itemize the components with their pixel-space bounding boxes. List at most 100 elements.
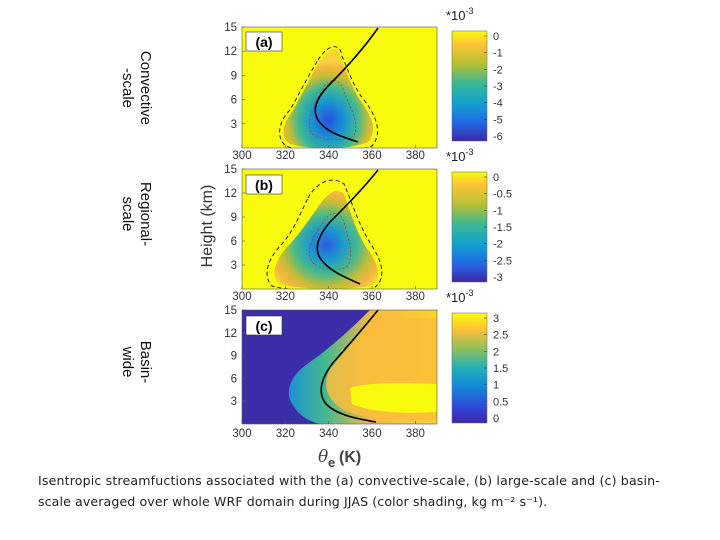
y-tick-label: 15	[224, 22, 237, 34]
y-tick-label: 6	[231, 95, 237, 107]
x-tick-label: 300	[232, 291, 251, 303]
x-tick-label: 360	[362, 428, 381, 440]
x-axis-label-symbol: θ	[318, 447, 328, 467]
y-tick-label: 15	[224, 305, 237, 317]
colorbar-b: *10-3 0 -0.5 -1 -1.5 -2 -2.5 -3	[446, 147, 512, 284]
colorbar-tick-label: 1.5	[493, 363, 508, 375]
colorbar-tick-label: -2	[493, 239, 503, 251]
x-tick-label: 300	[232, 428, 251, 440]
panel-b-theta-profile	[316, 169, 379, 285]
x-tick-label: 340	[319, 428, 338, 440]
row-label-c-line2: wide	[119, 346, 136, 378]
y-tick-label: 3	[231, 260, 237, 272]
colorbar-tick-label: -5	[493, 114, 503, 126]
y-tick-label: 12	[224, 46, 237, 58]
y-tick-label: 12	[224, 328, 237, 340]
panel-c-yticks: 15 12 9 6 3	[224, 305, 245, 408]
colorbar-c: *10-3 3 2.5 2 1.5 1 0.5 0	[446, 288, 508, 425]
panel-b-tag: (b)	[255, 177, 273, 193]
panel-b-contour-red	[309, 212, 351, 270]
colorbar-tick-label: 3	[493, 313, 499, 325]
panel-c-xticks: 300 320 340 360 380	[232, 421, 425, 440]
colorbar-tick-label: 2.5	[493, 330, 508, 342]
colorbar-scale-note: *10-3	[446, 6, 474, 23]
colorbar-tick-label: -4	[493, 98, 503, 110]
x-tick-label: 380	[406, 150, 425, 162]
colorbar-tick-label: -1	[493, 48, 503, 60]
panel-b-tag-box	[245, 174, 283, 195]
colorbar-scale-note: *10-3	[446, 288, 474, 305]
row-label-b-line2: scale	[119, 196, 136, 231]
x-tick-label: 340	[319, 150, 338, 162]
x-tick-label: 380	[406, 428, 425, 440]
x-axis-label-unit: (K)	[339, 449, 361, 466]
panel-b: (b) 15 12 9 6 3 300 320 340 360 380	[224, 164, 438, 303]
colorbar-tick-label: -3	[493, 272, 503, 284]
figure-caption: Isentropic streamfuctions associated wit…	[38, 470, 688, 512]
colorbar-tick-label: 0.5	[493, 396, 508, 408]
y-tick-label: 6	[231, 373, 237, 385]
colorbar-tick-label: -1	[493, 205, 503, 217]
x-tick-label: 380	[406, 291, 425, 303]
caption-line-2: scale averaged over whole WRF domain dur…	[38, 494, 548, 509]
x-tick-label: 360	[362, 150, 381, 162]
panel-b-shading	[274, 190, 379, 289]
panel-a-tag: (a)	[255, 34, 272, 50]
panel-c-theta-profile	[320, 310, 379, 423]
y-tick-label: 9	[231, 212, 237, 224]
panel-a-yticks: 15 12 9 6 3	[224, 22, 245, 131]
row-label-c-line1: Basin-	[137, 341, 154, 384]
y-tick-label: 15	[224, 164, 237, 176]
colorbar-tick-label: 0	[493, 31, 499, 43]
panel-a-shading	[283, 49, 374, 148]
panel-a-theta-profile	[314, 27, 379, 143]
colorbar-tick-label: -0.5	[493, 189, 512, 201]
x-axis-label-sub: e	[328, 455, 335, 470]
row-labels: Convective -scale Regional- scale Basin-…	[119, 51, 154, 383]
colorbar-scale-note: *10-3	[446, 147, 474, 164]
panel-a-tag-box	[245, 31, 283, 52]
colorbar-tick-label: -6	[493, 131, 503, 143]
x-tick-label: 320	[276, 150, 295, 162]
x-tick-label: 340	[319, 291, 338, 303]
figure: Height (km) Convective -scale Regional- …	[119, 6, 512, 470]
panel-a-xticks: 300 320 340 360 380	[232, 145, 425, 162]
x-tick-label: 360	[362, 291, 381, 303]
panel-a-contour-red	[309, 80, 357, 140]
panel-c-tag-box	[245, 315, 283, 336]
x-tick-label: 300	[232, 150, 251, 162]
panel-a: (a) 15 12 9 6 3 300 320 340 360 380	[224, 22, 438, 162]
x-tick-label: 320	[276, 291, 295, 303]
row-label-b-line1: Regional-	[137, 182, 154, 246]
colorbar-tick-label: 0	[493, 172, 499, 184]
colorbar-tick-label: -1.5	[493, 222, 512, 234]
colorbar-gradient	[451, 30, 488, 142]
colorbar-tick-label: 1	[493, 380, 499, 392]
panel-b-yticks: 15 12 9 6 3	[224, 164, 245, 272]
y-axis-label: Height (km)	[199, 185, 216, 268]
panel-b-contour-dashed	[266, 179, 383, 289]
panel-b-xticks: 300 320 340 360 380	[232, 286, 425, 303]
colorbar-gradient	[451, 312, 488, 424]
panel-c-max-band	[350, 383, 437, 413]
colorbar-tick-label: 2	[493, 346, 499, 358]
caption-line-1: Isentropic streamfuctions associated wit…	[38, 473, 660, 488]
y-tick-label: 9	[231, 70, 237, 82]
colorbar-a: *10-3 0 -1 -2 -3 -4 -5 -6	[446, 6, 503, 143]
y-tick-label: 9	[231, 351, 237, 363]
colorbar-tick-label: -2	[493, 64, 503, 76]
colorbar-tick-label: -2.5	[493, 255, 512, 267]
colorbar-tick-label: 0	[493, 413, 499, 425]
row-label-a-line2: -scale	[119, 68, 136, 108]
colorbar-gradient	[451, 171, 488, 283]
panel-c-tag: (c)	[255, 318, 272, 334]
y-tick-label: 3	[231, 396, 237, 408]
x-axis-label: θ e (K)	[318, 447, 361, 470]
colorbar-tick-label: -3	[493, 81, 503, 93]
y-tick-label: 12	[224, 188, 237, 200]
panel-c: (c) 15 12 9 6 3 300 320 340 360 380	[224, 305, 438, 440]
x-tick-label: 320	[276, 428, 295, 440]
y-tick-label: 3	[231, 119, 237, 131]
y-tick-label: 6	[231, 236, 237, 248]
row-label-a-line1: Convective	[137, 51, 154, 125]
